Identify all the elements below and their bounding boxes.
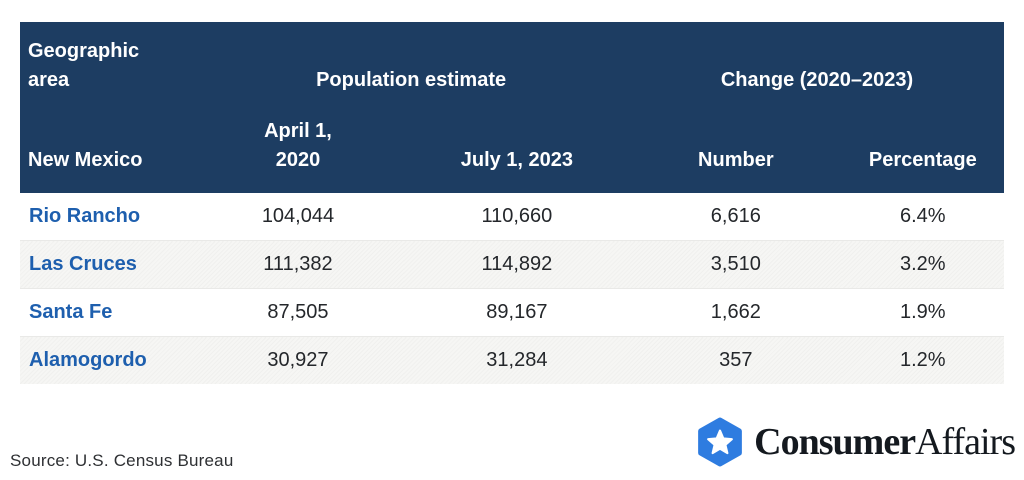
table-row-las-cruces: Las Cruces 111,382 114,892 3,510 3.2%: [20, 240, 1004, 289]
change-number-cell: 6,616: [710, 205, 761, 227]
pop-2023-cell: 31,284: [486, 349, 548, 371]
table-row-alamogordo: Alamogordo 30,927 31,284 357 1.2%: [20, 336, 1004, 384]
change-pct-cell: 3.2%: [900, 253, 946, 275]
header-col-number: Number: [630, 95, 842, 193]
change-pct-cell: 6.4%: [900, 205, 946, 227]
area-cell: Rio Rancho: [29, 205, 141, 227]
change-pct-cell: 1.2%: [900, 349, 946, 371]
header-column-row: New Mexico April 1, 2020 July 1, 2023 Nu…: [20, 95, 1004, 193]
consumeraffairs-logo: ConsumerAffairs: [695, 417, 1016, 467]
header-group-row: Geographic area Population estimate Chan…: [20, 22, 1004, 95]
consumeraffairs-wordmark: ConsumerAffairs: [754, 417, 1016, 467]
star-hexagon-icon: [698, 417, 743, 467]
pop-2023-cell: 89,167: [486, 301, 548, 323]
header-col-july-2023: July 1, 2023: [403, 95, 631, 193]
pop-2020-cell: 87,505: [267, 301, 329, 323]
wordmark-affairs: Affairs: [915, 421, 1016, 463]
header-region: New Mexico: [20, 95, 193, 193]
pop-2020-cell: 104,044: [261, 205, 335, 227]
change-number-cell: 3,510: [710, 253, 761, 275]
table-row-rio-rancho: Rio Rancho 104,044 110,660 6,616 6.4%: [20, 193, 1004, 241]
header-col-april-2020: April 1, 2020: [192, 95, 404, 193]
header-population-estimate: Population estimate: [192, 22, 631, 95]
change-pct-cell: 1.9%: [900, 301, 946, 323]
table-row-santa-fe: Santa Fe 87,505 89,167 1,662 1.9%: [20, 288, 1004, 337]
change-number-cell: 1,662: [710, 301, 761, 323]
population-table-container: Geographic area Population estimate Chan…: [20, 22, 1004, 384]
pop-2020-cell: 111,382: [263, 253, 333, 275]
area-cell: Las Cruces: [29, 253, 137, 275]
source-attribution: Source: U.S. Census Bureau: [10, 451, 234, 470]
table-header: Geographic area Population estimate Chan…: [20, 22, 1004, 193]
change-number-cell: 357: [719, 349, 753, 371]
table-body: Rio Rancho 104,044 110,660 6,616 6.4% La…: [20, 193, 1004, 384]
area-cell: Alamogordo: [29, 349, 147, 371]
header-col-percentage: Percentage: [841, 95, 1004, 193]
pop-2023-cell: 110,660: [481, 205, 553, 227]
header-geographic-area: Geographic area: [20, 22, 193, 95]
area-cell: Santa Fe: [29, 301, 113, 323]
pop-2023-cell: 114,892: [481, 253, 553, 275]
population-table: Geographic area Population estimate Chan…: [20, 22, 1004, 384]
pop-2020-cell: 30,927: [267, 349, 329, 371]
header-change: Change (2020–2023): [630, 22, 1004, 95]
wordmark-consumer: Consumer: [754, 421, 916, 463]
